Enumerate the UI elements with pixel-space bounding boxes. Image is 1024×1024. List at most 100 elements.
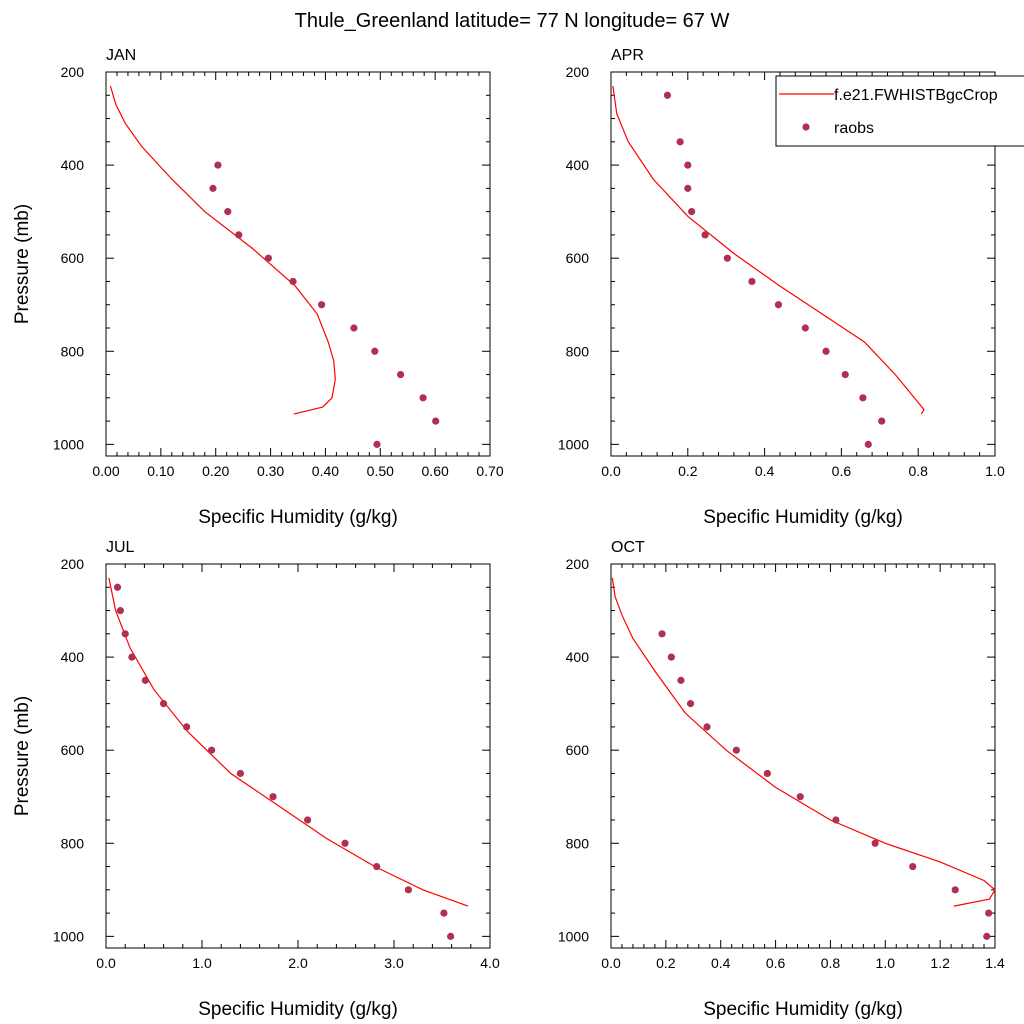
x-tick-label: 2.0 [288,955,308,971]
y-tick-label: 1000 [53,436,84,452]
x-tick-label: 0.50 [367,463,394,479]
raobs-point [350,324,358,332]
y-tick-label: 600 [566,742,590,758]
x-tick-label: 0.2 [678,463,698,479]
y-tick-label: 600 [61,742,85,758]
plot-frame [610,563,996,949]
raobs-point [209,184,217,192]
raobs-point [723,254,731,262]
raobs-point [732,746,740,754]
raobs-point [985,909,993,917]
raobs-point [701,231,709,239]
y-tick-label: 400 [61,157,85,173]
panel-label: JAN [106,47,136,64]
panel-label: OCT [611,539,645,556]
raobs-point [304,816,312,824]
legend-label-model: f.e21.FWHISTBgcCrop [834,87,998,104]
y-tick-label: 600 [61,250,85,266]
raobs-point [116,606,124,615]
panel-jul: JUL 0.0 1.0 2.0 3.0 4.0 200 400 600 800 1000 Specif… [12,539,500,1020]
x-tick-label: 0.0 [601,463,621,479]
panel-label: JUL [106,539,135,556]
x-tick-label: 0.0 [601,955,621,971]
raobs-point [951,886,959,894]
plot-frame [610,71,996,457]
legend-label-raobs: raobs [834,120,874,137]
y-tick-label: 1000 [558,928,589,944]
panel-jan: JAN 0.00 0.10 0.20 0.30 0.40 0.50 0.60 0.70 200 40… [12,47,504,528]
panel-label: APR [611,47,644,64]
raobs-point [663,91,672,99]
raobs-point [373,862,381,871]
x-tick-label: 3.0 [384,955,404,971]
y-tick-label: 600 [566,250,590,266]
y-tick-label: 800 [566,835,590,851]
raobs-point [909,862,917,871]
raobs-point [796,793,804,801]
panels: JAN 0.00 0.10 0.20 0.30 0.40 0.50 0.60 0.70 200 40… [12,47,1005,1020]
y-axis-label: Pressure (mb) [12,204,33,324]
raobs-point [676,138,684,146]
raobs-point [688,208,696,216]
raobs-point [684,161,692,169]
raobs-point [373,440,381,448]
x-tick-label: 0.4 [755,463,775,479]
x-tick-label: 0.8 [821,955,841,971]
raobs-point [317,301,326,309]
raobs-point [371,347,379,355]
raobs-point [763,769,771,778]
raobs-point [841,370,849,379]
raobs-point [160,700,168,708]
x-tick-label: 0.4 [711,955,731,971]
raobs-point [214,161,222,169]
model-profile-line [612,85,925,415]
y-tick-label: 400 [61,649,85,665]
x-tick-label: 0.30 [257,463,284,479]
y-tick-label: 400 [566,157,590,173]
raobs-point [269,793,277,801]
raobs-point [832,816,840,824]
raobs-point [236,769,244,778]
y-tick-label: 200 [61,556,85,572]
raobs-point [419,394,427,402]
raobs-point [264,254,272,262]
x-axis-label: Specific Humidity (g/kg) [703,507,903,528]
x-tick-label: 0.70 [476,463,503,479]
x-tick-label: 0.8 [908,463,928,479]
raobs-point [864,440,872,448]
y-tick-label: 400 [566,649,590,665]
legend-box [775,75,1024,147]
raobs-point [667,653,675,661]
x-tick-label: 0.40 [312,463,339,479]
y-tick-label: 800 [61,835,85,851]
raobs-point [748,277,756,286]
legend-marker-swatch [802,123,810,131]
y-tick-label: 200 [61,64,85,80]
raobs-point [774,301,783,309]
raobs-point [121,630,129,638]
x-tick-label: 0.6 [832,463,852,479]
raobs-point [224,208,232,216]
raobs-point [871,839,879,847]
raobs-point [128,653,136,661]
x-tick-label: 0.0 [96,955,116,971]
raobs-point [684,184,692,192]
raobs-point [801,324,809,332]
x-tick-label: 0.20 [202,463,229,479]
x-tick-label: 4.0 [480,955,500,971]
legend: f.e21.FWHISTBgcCrop raobs [775,75,1024,147]
y-tick-label: 200 [566,64,590,80]
x-axis-label: Specific Humidity (g/kg) [703,999,903,1020]
y-tick-label: 200 [566,556,590,572]
raobs-point [440,909,448,917]
raobs-point [432,417,440,425]
raobs-point [341,839,349,847]
raobs-point [235,231,243,239]
x-tick-label: 1.4 [985,955,1005,971]
raobs-point [447,932,455,940]
y-tick-label: 800 [61,343,85,359]
raobs-point [183,723,191,731]
raobs-point [141,676,149,684]
y-tick-label: 800 [566,343,590,359]
